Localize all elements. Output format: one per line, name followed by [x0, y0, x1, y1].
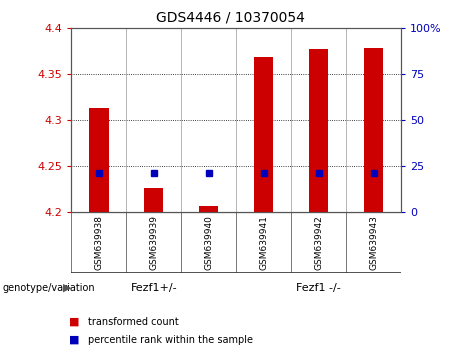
- Text: GSM639943: GSM639943: [369, 215, 378, 270]
- Text: GSM639942: GSM639942: [314, 215, 323, 270]
- Bar: [254, 57, 273, 212]
- Bar: [364, 48, 383, 212]
- Text: GSM639939: GSM639939: [149, 215, 159, 270]
- Text: ■: ■: [69, 335, 79, 345]
- Text: transformed count: transformed count: [88, 317, 178, 327]
- Text: GSM639941: GSM639941: [259, 215, 268, 270]
- Text: genotype/variation: genotype/variation: [2, 282, 95, 293]
- Text: percentile rank within the sample: percentile rank within the sample: [88, 335, 253, 345]
- Bar: [89, 108, 108, 212]
- Text: GSM639940: GSM639940: [204, 215, 213, 270]
- Bar: [144, 188, 164, 212]
- Bar: [309, 50, 328, 212]
- Text: Fezf1 -/-: Fezf1 -/-: [296, 282, 341, 293]
- Text: ■: ■: [69, 317, 79, 327]
- Text: Fezf1+/-: Fezf1+/-: [130, 282, 177, 293]
- Text: ▶: ▶: [63, 282, 71, 293]
- Text: GDS4446 / 10370054: GDS4446 / 10370054: [156, 11, 305, 25]
- Bar: [199, 206, 219, 212]
- Text: GSM639938: GSM639938: [95, 215, 103, 270]
